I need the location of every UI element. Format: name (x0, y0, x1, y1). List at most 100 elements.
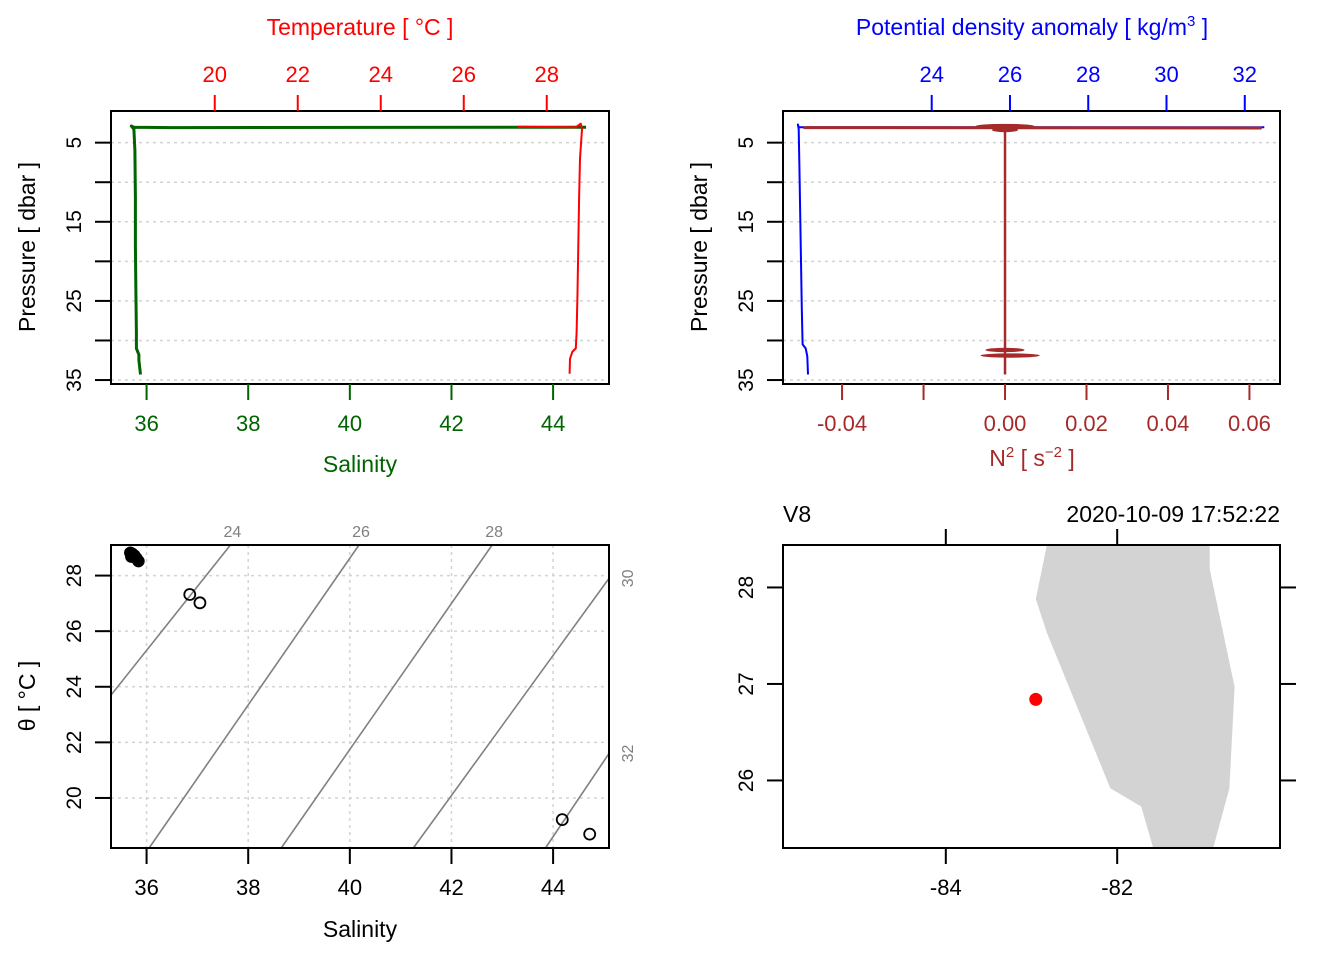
p1-left-tick-label: 15 (63, 210, 86, 233)
p2-bottom-title-main: N (989, 445, 1006, 471)
p2-top-tick-label: 30 (1154, 62, 1178, 87)
p1-series-temperature (517, 122, 583, 374)
p3-isopycnal-line (110, 544, 232, 696)
p3-isopycnal-label: 28 (485, 524, 503, 541)
p2-series-density (796, 123, 1265, 375)
p1-left-axis-title: Pressure [ dbar ] (14, 162, 40, 332)
p3-isopycnal-label: 26 (352, 524, 370, 541)
p2-bottom-tick-label: -0.04 (817, 411, 867, 436)
p2-bottom-title-sup2: −2 (1045, 444, 1062, 461)
p3-plot-frame (110, 544, 610, 849)
p1-left-tick-label: 35 (63, 368, 86, 391)
p3-isopycnals: 24 26 28 30 32 (110, 524, 637, 849)
p3-data-point (555, 813, 569, 827)
p4-station-marker (1029, 692, 1043, 706)
p2-top-tick-label: 26 (998, 62, 1022, 87)
p3-x-tick-label: 38 (236, 875, 260, 900)
p2-top-title-end: ] (1195, 14, 1208, 40)
p2-grid (783, 141, 1280, 381)
p2-bottom-axis-title: N2 [ s−2 ] (989, 444, 1075, 471)
p1-bottom-tick-label: 42 (439, 411, 463, 436)
p3-y-axis-title: θ [ °C ] (14, 661, 40, 732)
p4-y-tick-label: 28 (735, 576, 758, 599)
p3-x-tick-label: 42 (439, 875, 463, 900)
p1-data (129, 122, 587, 375)
p4-timestamp: 2020-10-09 17:52:22 (1066, 501, 1280, 527)
panel-temperature-salinity-profile: 5 15 25 35 20 22 24 26 28 36 38 40 42 44 Temperature … (14, 14, 610, 477)
p3-y-tick-label: 24 (63, 675, 86, 699)
p2-top-tick-label: 32 (1233, 62, 1257, 87)
p3-data-point (125, 550, 138, 563)
p3-x-tick-label: 36 (134, 875, 158, 900)
p3-isopycnal-line (544, 753, 610, 849)
p1-bottom-axis-title: Salinity (323, 451, 398, 477)
p2-left-tick-label: 35 (735, 368, 758, 391)
p2-ticks: 5 15 25 35 24 26 28 30 32 -0.04 0.00 0.02 0.04 0.06 (735, 62, 1271, 436)
p2-n2-spike (985, 347, 1025, 353)
p2-bottom-tick-label: 0.04 (1147, 411, 1190, 436)
p3-data-point (193, 596, 207, 610)
p1-bottom-tick-label: 36 (134, 411, 158, 436)
p1-top-tick-label: 20 (203, 62, 227, 87)
p2-top-title-main: Potential density anomaly [ kg/m (856, 14, 1187, 40)
p2-top-title-sup: 3 (1187, 13, 1195, 30)
p1-ticks: 5 15 25 35 20 22 24 26 28 36 38 40 42 44 (63, 62, 565, 436)
p3-isopycnal-label: 32 (620, 744, 637, 762)
p3-data (124, 546, 597, 841)
p3-isopycnal-line (280, 544, 493, 849)
p1-grid (111, 141, 609, 381)
p3-ticks: 36 38 40 42 44 20 22 24 26 28 (63, 564, 565, 900)
p3-y-tick-label: 28 (63, 564, 86, 587)
p3-isopycnal-label: 24 (224, 524, 242, 541)
p1-top-tick-label: 28 (535, 62, 559, 87)
p2-bottom-title-mid: [ s (1014, 445, 1045, 471)
p3-grid (111, 545, 609, 848)
p1-left-tick-label: 5 (63, 137, 86, 149)
p3-data-point (183, 588, 197, 601)
p2-bottom-tick-label: 0.00 (984, 411, 1027, 436)
p4-y-tick-label: 26 (735, 769, 758, 792)
p3-isopycnal-label: 30 (620, 569, 637, 587)
p2-bottom-tick-label: 0.02 (1065, 411, 1108, 436)
p2-plot-frame (782, 110, 1281, 385)
p3-y-tick-label: 22 (63, 731, 86, 754)
p1-bottom-tick-label: 38 (236, 411, 260, 436)
p3-isopycnal-line (412, 577, 610, 849)
p1-top-tick-label: 24 (369, 62, 393, 87)
p3-isopycnal-line (148, 544, 360, 849)
p4-ticks: -84 -82 26 27 28 (735, 529, 1296, 900)
p2-top-axis-title: Potential density anomaly [ kg/m3 ] (856, 13, 1208, 40)
p3-x-axis-title: Salinity (323, 916, 398, 942)
p3-data-point (583, 827, 597, 841)
p2-left-axis-title: Pressure [ dbar ] (686, 162, 712, 332)
p3-x-tick-label: 40 (338, 875, 362, 900)
p1-top-tick-label: 26 (452, 62, 476, 87)
p2-n2-spike (975, 123, 1035, 129)
p2-top-tick-label: 24 (919, 62, 943, 87)
p4-land-polygon (1035, 545, 1235, 848)
p1-bottom-tick-label: 44 (541, 411, 565, 436)
p4-station-name: V8 (783, 501, 811, 527)
p2-n2-spike (980, 353, 1040, 358)
panel-ts-diagram: 24 26 28 30 32 36 38 40 42 44 20 22 24 26 28 Salinity… (14, 524, 637, 942)
p3-y-tick-label: 26 (63, 619, 86, 642)
p3-x-tick-label: 44 (541, 875, 565, 900)
p4-data (1029, 545, 1235, 848)
p2-left-tick-label: 15 (735, 210, 758, 233)
panel-station-map: -84 -82 26 27 28 V8 2020-10-09 17:52:22 (735, 501, 1296, 900)
p4-x-tick-label: -84 (930, 875, 962, 900)
p4-plot-frame (782, 544, 1281, 849)
p1-left-tick-label: 25 (63, 289, 86, 312)
p2-data (796, 123, 1265, 375)
p4-x-tick-label: -82 (1101, 875, 1133, 900)
p2-bottom-tick-label: 0.06 (1228, 411, 1271, 436)
p4-y-tick-label: 27 (735, 672, 758, 695)
p2-n2-spike (991, 127, 1019, 133)
p1-bottom-tick-label: 40 (338, 411, 362, 436)
p1-plot-frame (110, 110, 610, 385)
p3-y-tick-label: 20 (63, 786, 86, 809)
p2-top-tick-label: 28 (1076, 62, 1100, 87)
p2-left-tick-label: 25 (735, 289, 758, 312)
